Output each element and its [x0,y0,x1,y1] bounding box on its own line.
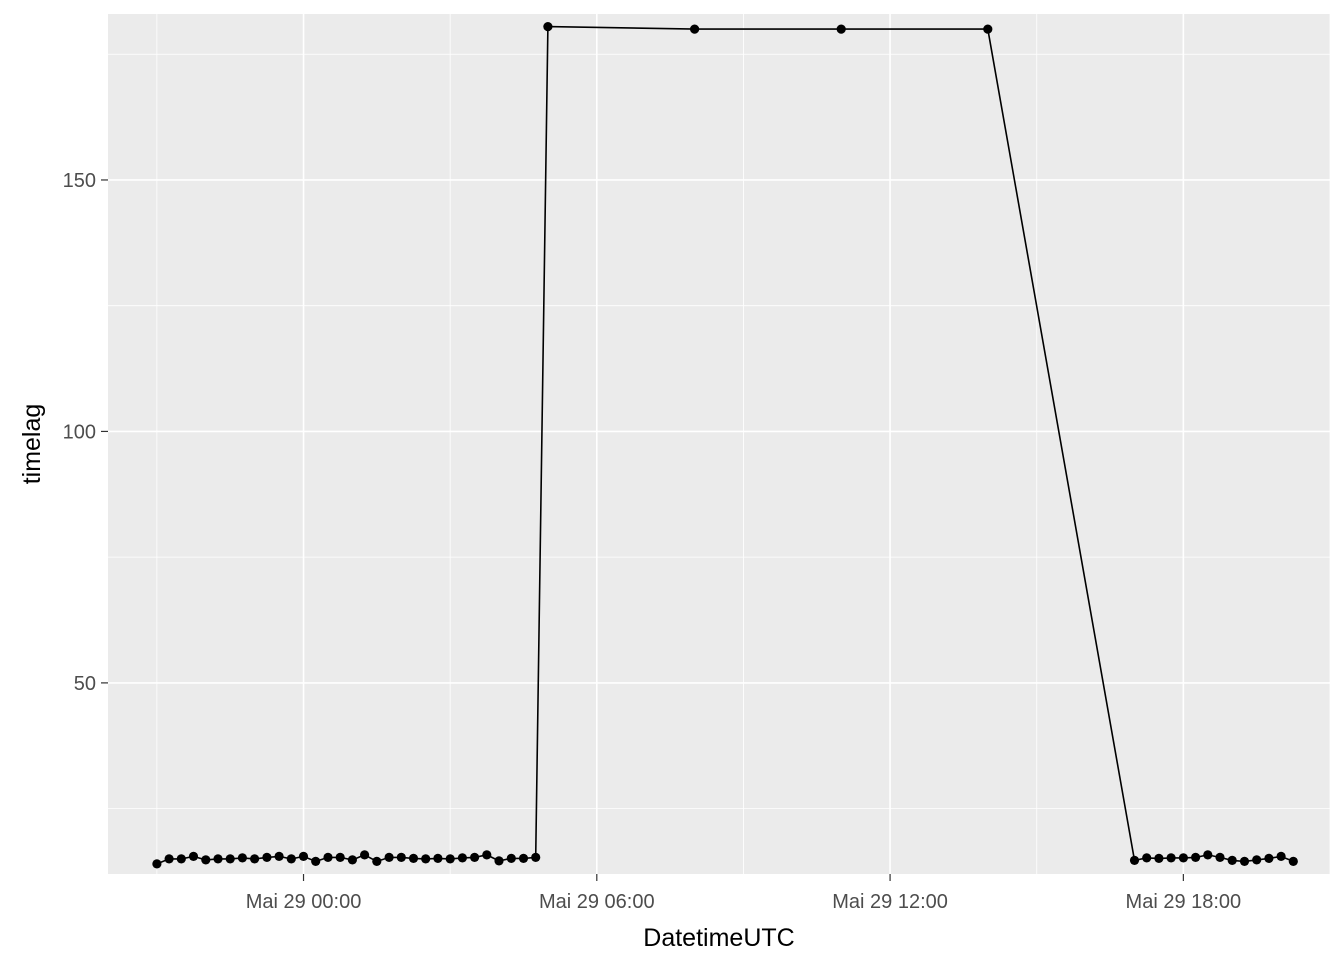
y-tick-label: 100 [63,421,96,443]
x-tick-label: Mai 29 12:00 [832,891,948,913]
data-point [298,851,309,862]
data-point [274,851,284,862]
x-tick-label: Mai 29 18:00 [1126,891,1242,913]
plot-panel [108,14,1330,874]
y-axis-tick-labels: 50 100 150 [63,170,96,695]
data-point [690,24,700,34]
x-tick-label: Mai 29 06:00 [539,891,655,913]
data-point [1191,852,1201,863]
data-point [250,854,260,864]
data-point [1227,855,1237,866]
x-axis-title: DatetimeUTC [643,924,794,952]
data-point [518,853,529,864]
data-point [225,854,235,864]
data-point [1215,852,1225,863]
data-point [482,850,492,860]
data-point [347,855,357,865]
data-point [335,852,345,863]
y-axis-title: timelag [18,404,46,485]
data-point [176,854,186,864]
data-point [1264,853,1274,864]
data-point [457,853,467,863]
data-point [408,853,419,864]
data-point [213,854,223,864]
data-point [164,854,174,864]
data-point [836,24,846,34]
data-point [1129,855,1140,866]
data-point [1142,853,1152,863]
data-point [323,852,333,863]
data-point [1252,855,1262,865]
data-point [1154,853,1164,864]
data-point [360,850,370,860]
data-point [384,852,394,863]
data-point [1239,856,1250,867]
data-point [1178,853,1188,863]
x-tick-label: Mai 29 00:00 [246,891,362,913]
data-point [1276,851,1286,862]
data-point [531,852,541,863]
data-point [396,852,406,863]
data-point [286,854,296,864]
data-point [543,22,553,32]
data-point [494,856,504,866]
data-point [421,854,431,864]
data-point [470,852,480,863]
data-point [506,853,516,864]
data-point [1203,850,1213,860]
minor-gridlines [108,14,1331,874]
data-point [433,853,443,864]
data-point [1288,856,1298,867]
major-gridlines [108,14,1330,874]
y-tick-label: 150 [63,170,96,192]
data-point [372,856,382,867]
data-point [1166,853,1176,863]
x-axis-tick-labels: Mai 29 00:00 Mai 29 06:00 Mai 29 12:00 Mai … [246,891,1241,913]
data-point [262,852,272,863]
data-point [983,24,993,34]
data-point [311,856,321,867]
y-tick-label: 50 [74,673,96,695]
data-point [188,851,199,862]
data-point [237,853,247,863]
data-point [201,855,211,865]
axis-ticks [101,179,1184,881]
data-point [152,859,162,869]
data-points [152,22,1298,869]
data-point [445,854,455,864]
